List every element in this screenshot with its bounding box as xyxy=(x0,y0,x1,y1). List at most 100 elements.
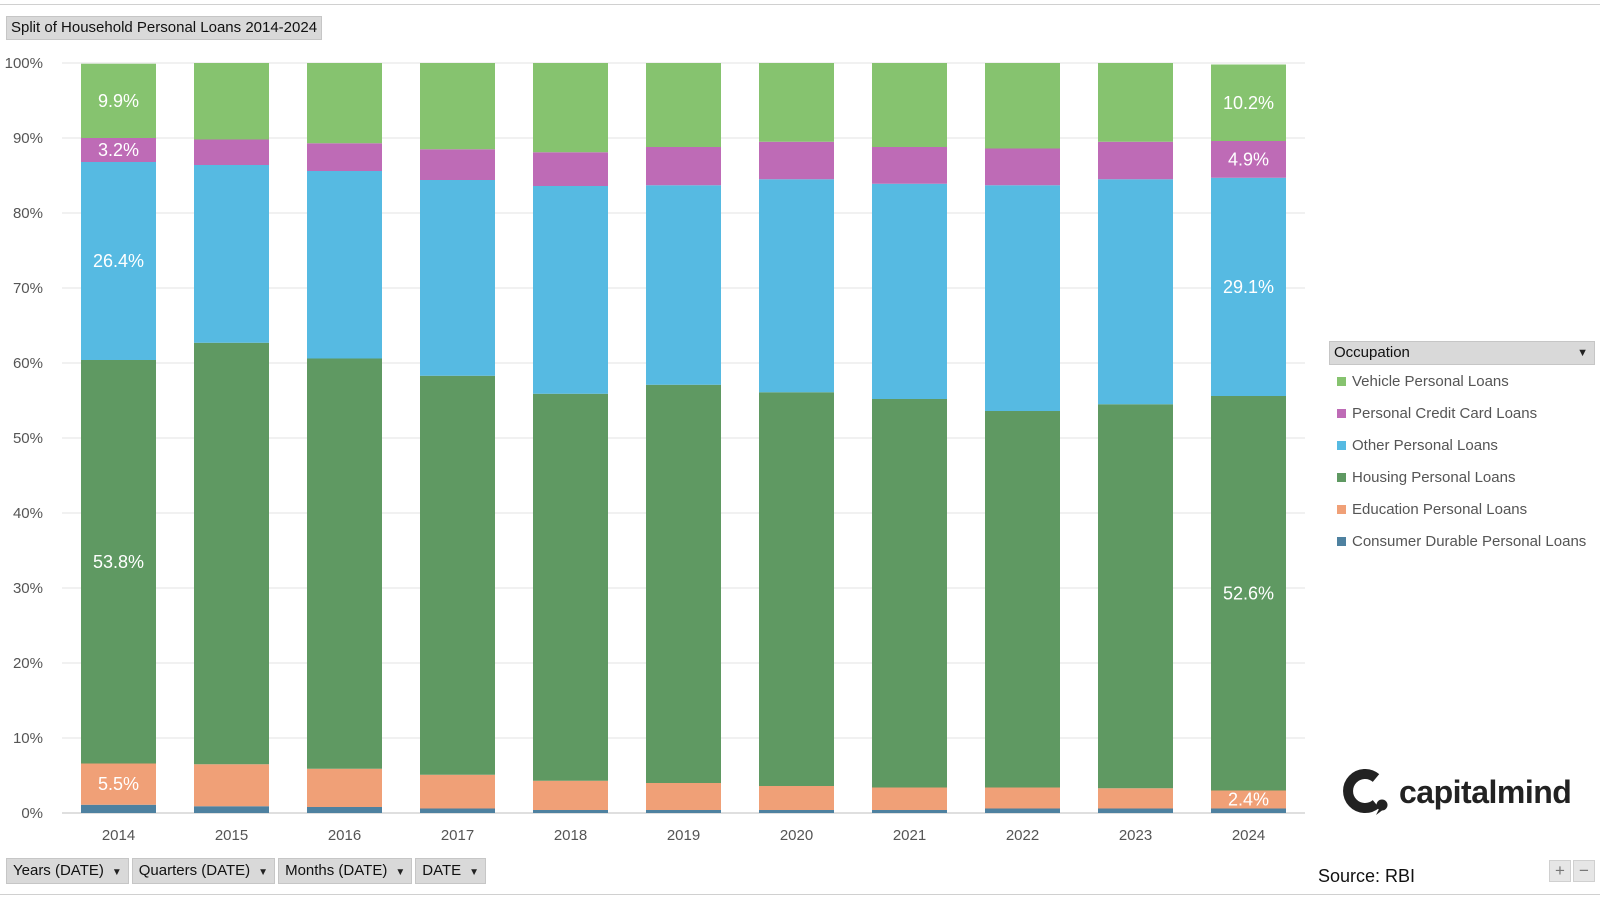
brand-name: capitalmind xyxy=(1399,773,1572,810)
data-label: 26.4% xyxy=(93,251,144,271)
bar-segment xyxy=(307,171,382,359)
bar-segment xyxy=(81,804,156,813)
x-tick-label: 2021 xyxy=(893,827,926,844)
legend-item: Other Personal Loans xyxy=(1329,429,1595,461)
legend-label: Vehicle Personal Loans xyxy=(1352,372,1509,390)
y-tick-label: 10% xyxy=(13,730,43,747)
filter-date-button[interactable]: DATE ▼ xyxy=(415,858,487,884)
bar-segment xyxy=(646,147,721,186)
legend-swatch xyxy=(1337,504,1346,514)
bar-segment xyxy=(194,806,269,813)
bar-segment xyxy=(759,141,834,180)
x-tick-label: 2016 xyxy=(328,827,361,844)
y-tick-label: 20% xyxy=(13,655,43,672)
bar-segment xyxy=(533,393,608,781)
legend-swatch xyxy=(1337,536,1346,546)
legend-field-button[interactable]: Occupation ▼ xyxy=(1329,341,1595,365)
dropdown-arrow-icon: ▼ xyxy=(258,867,269,878)
x-tick-label: 2022 xyxy=(1006,827,1039,844)
bar-segment xyxy=(1211,808,1286,813)
data-label: 2.4% xyxy=(1228,790,1269,810)
bar-segment xyxy=(872,63,947,147)
y-tick-label: 30% xyxy=(13,580,43,597)
filter-years-button[interactable]: Years (DATE) ▼ xyxy=(6,858,129,884)
y-tick-label: 100% xyxy=(5,55,43,72)
bar-segment xyxy=(194,63,269,140)
bar-segment xyxy=(872,787,947,810)
data-label: 29.1% xyxy=(1223,277,1274,297)
bar-segment xyxy=(307,143,382,171)
bar-segment xyxy=(1211,177,1286,396)
bar-segment xyxy=(81,763,156,805)
legend-item: Education Personal Loans xyxy=(1329,493,1595,525)
legend-swatch xyxy=(1337,408,1346,418)
legend-item: Vehicle Personal Loans xyxy=(1329,365,1595,397)
legend-swatch xyxy=(1337,440,1346,450)
bar-segment xyxy=(81,360,156,764)
filter-quarters-label: Quarters (DATE) xyxy=(138,862,251,879)
filter-quarters-button[interactable]: Quarters (DATE) ▼ xyxy=(131,858,276,884)
bar-segment xyxy=(1211,790,1286,809)
bar-segment xyxy=(872,183,947,399)
bar-segment xyxy=(985,63,1060,149)
bar-segment xyxy=(985,787,1060,809)
bar-segment xyxy=(307,807,382,813)
filter-months-button[interactable]: Months (DATE) ▼ xyxy=(278,858,413,884)
bar-segment xyxy=(1098,788,1173,809)
bar-segment xyxy=(646,783,721,810)
legend-title: Occupation xyxy=(1334,344,1410,361)
bar-segment xyxy=(307,358,382,769)
x-tick-label: 2017 xyxy=(441,827,474,844)
bar-segment xyxy=(646,384,721,783)
bar-segment xyxy=(759,392,834,786)
bar-segment xyxy=(533,152,608,186)
bar-segment xyxy=(985,808,1060,813)
x-tick-label: 2019 xyxy=(667,827,700,844)
y-tick-label: 0% xyxy=(21,805,43,822)
legend-swatch xyxy=(1337,472,1346,482)
bar-segment xyxy=(1211,64,1286,141)
bar-segment xyxy=(1098,63,1173,142)
dropdown-arrow-icon[interactable]: ▼ xyxy=(1577,347,1588,359)
bar-segment xyxy=(1211,141,1286,178)
legend-item: Personal Credit Card Loans xyxy=(1329,397,1595,429)
y-tick-label: 80% xyxy=(13,205,43,222)
filter-date-label: DATE xyxy=(422,862,462,879)
dropdown-arrow-icon: ▼ xyxy=(395,867,406,878)
capitalmind-logo-icon xyxy=(1343,769,1388,815)
bar-segment xyxy=(81,138,156,162)
zoom-in-button[interactable]: + xyxy=(1549,860,1571,882)
bar-segment xyxy=(307,63,382,144)
bar-segment xyxy=(533,780,608,810)
bottom-divider xyxy=(0,894,1600,895)
dropdown-arrow-icon: ▼ xyxy=(111,867,122,878)
bar-segment xyxy=(194,165,269,343)
bar-segment xyxy=(985,411,1060,788)
bar-segment xyxy=(533,186,608,394)
filter-years-label: Years (DATE) xyxy=(13,862,104,879)
y-tick-label: 50% xyxy=(13,430,43,447)
legend-label: Housing Personal Loans xyxy=(1352,468,1516,486)
brand-logo: capitalmind xyxy=(1343,769,1572,815)
bar-segment xyxy=(1098,179,1173,405)
legend-label: Personal Credit Card Loans xyxy=(1352,404,1538,422)
bar-segment xyxy=(420,774,495,809)
bar-segment xyxy=(759,810,834,813)
bar-segment xyxy=(533,810,608,813)
bar-segment xyxy=(420,149,495,180)
y-tick-label: 90% xyxy=(13,130,43,147)
bar-segment xyxy=(420,808,495,813)
bar-segment xyxy=(1098,404,1173,789)
bar-segment xyxy=(81,63,156,138)
chart-title-field[interactable]: Split of Household Personal Loans 2014-2… xyxy=(6,16,322,40)
bar-segment xyxy=(1211,396,1286,791)
data-label: 5.5% xyxy=(98,774,139,794)
bar-segment xyxy=(1098,808,1173,813)
bar-segment xyxy=(872,147,947,184)
zoom-out-button[interactable]: − xyxy=(1573,860,1595,882)
bar-segment xyxy=(194,342,269,765)
bar-segment xyxy=(646,63,721,147)
data-label: 9.9% xyxy=(98,91,139,111)
bar-segment xyxy=(759,786,834,810)
